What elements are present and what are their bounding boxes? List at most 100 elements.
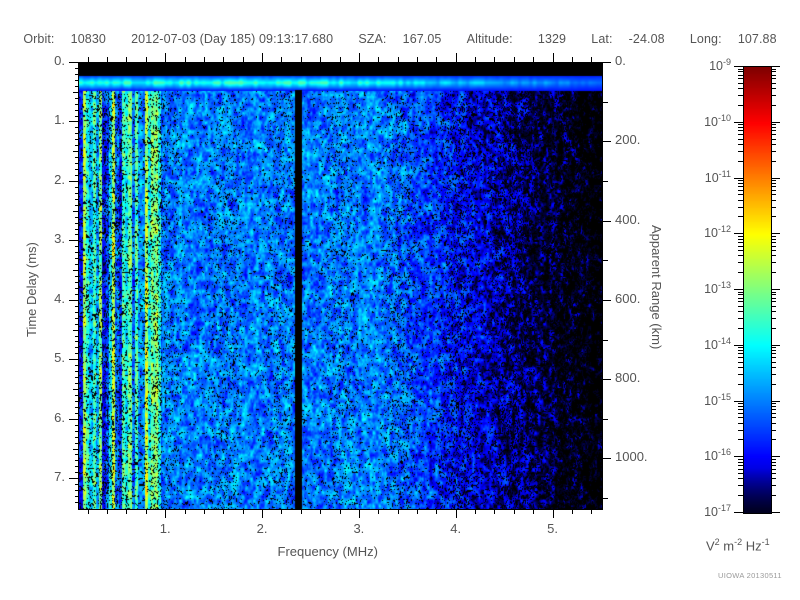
y2-axis-major-tick: [602, 220, 611, 222]
colorbar-major-tick-right: [771, 289, 780, 290]
y2-axis-minor-tick: [602, 418, 608, 420]
colorbar-tick-label: 10-13: [704, 280, 731, 297]
x-axis-tick-label: 2.: [256, 521, 268, 536]
colorbar-major-tick-left: [734, 400, 743, 402]
y2-axis-major-tick: [602, 62, 611, 63]
x-axis-tick-label: 3.: [353, 521, 365, 536]
y-axis-minor-tick-small: [75, 198, 78, 200]
y-axis-tick-label: 5.: [54, 350, 65, 366]
x-axis-top-minor-tick: [281, 57, 283, 62]
y2-axis-minor-tick: [602, 339, 608, 341]
y-axis-minor-tick-small: [75, 496, 78, 498]
x-axis-top-minor-tick: [397, 57, 399, 62]
y-axis-major-tick: [69, 478, 78, 480]
colorbar-minor-tick-left: [738, 373, 743, 375]
colorbar-minor-tick-right: [771, 458, 776, 460]
y-axis-minor-tick-small: [75, 406, 78, 408]
y2-axis-major-tick: [602, 299, 611, 301]
x-axis-minor-tick: [107, 509, 109, 514]
x-axis-top-minor-tick: [203, 57, 205, 62]
y-axis-minor-tick-small: [75, 365, 78, 367]
y-axis-minor-tick: [73, 210, 78, 212]
colorbar-minor-tick-right: [771, 130, 776, 132]
colorbar-minor-tick-left: [738, 138, 743, 140]
colorbar-major-tick-right: [771, 233, 780, 235]
x-axis-tick-label: 4.: [450, 521, 462, 536]
colorbar-minor-tick-left: [738, 180, 743, 182]
y-axis-tick-label: 0.: [54, 53, 65, 68]
colorbar-major-tick-left: [734, 456, 743, 458]
colorbar-minor-tick-left: [738, 150, 743, 152]
colorbar-minor-tick-right: [771, 160, 776, 162]
y-axis-minor-tick-small: [75, 335, 78, 337]
colorbar-minor-tick-right: [771, 104, 776, 106]
x-axis-top-minor-tick: [107, 57, 109, 62]
x-axis-major-tick: [262, 509, 264, 518]
y-axis-minor-tick-small: [75, 383, 78, 385]
sza-label: SZA:: [358, 32, 387, 46]
colorbar-minor-tick-left: [738, 241, 743, 243]
colorbar-major-tick-left: [734, 233, 743, 235]
y-axis-minor-tick-small: [75, 216, 78, 218]
colorbar-minor-tick-right: [771, 318, 776, 320]
x-axis-minor-tick: [494, 509, 496, 514]
y-axis-major-tick: [69, 359, 78, 361]
x-axis-minor-tick: [223, 509, 225, 514]
x-axis-top-minor-tick: [145, 57, 147, 62]
x-axis-top-minor-tick: [300, 57, 302, 62]
y-axis-major-tick: [69, 240, 78, 242]
lat-label: Lat:: [591, 32, 613, 46]
y-axis-minor-tick-small: [75, 97, 78, 99]
x-axis-minor-tick: [571, 509, 573, 514]
colorbar-minor-tick-right: [771, 311, 776, 313]
colorbar-minor-tick-left: [738, 95, 743, 97]
ionogram-plot-area: [78, 62, 603, 510]
colorbar-minor-tick-left: [738, 291, 743, 293]
x-axis-top-major-tick: [165, 53, 167, 62]
y-axis-minor-tick-small: [75, 347, 78, 349]
x-axis-top-minor-tick: [378, 57, 380, 62]
x-axis-top-minor-tick: [320, 57, 322, 62]
observation-datetime: 2012-07-03 (Day 185) 09:13:17.680: [131, 32, 334, 46]
y-axis-minor-tick-small: [75, 484, 78, 486]
colorbar-major-tick-right: [771, 66, 780, 67]
colorbar-minor-tick-right: [771, 409, 776, 411]
colorbar-minor-tick-left: [738, 357, 743, 359]
colorbar-minor-tick-left: [738, 297, 743, 299]
colorbar-minor-tick-right: [771, 473, 776, 475]
colorbar-minor-tick-right: [771, 250, 776, 252]
colorbar-minor-tick-right: [771, 74, 776, 76]
y-axis-major-tick: [69, 418, 78, 420]
y-axis-minor-tick-small: [75, 79, 78, 81]
colorbar-minor-tick-right: [771, 361, 776, 363]
colorbar-minor-tick-right: [771, 350, 776, 352]
colorbar-minor-tick-left: [738, 439, 743, 441]
colorbar-minor-tick-left: [738, 160, 743, 162]
colorbar-minor-tick-left: [738, 199, 743, 201]
colorbar-minor-tick-right: [771, 412, 776, 414]
x-axis-minor-tick: [203, 509, 205, 514]
colorbar-minor-tick-left: [738, 485, 743, 487]
y-axis-minor-tick-small: [75, 252, 78, 254]
colorbar-tick-label: 10-11: [704, 168, 731, 185]
colorbar-minor-tick-right: [771, 478, 776, 480]
colorbar-minor-tick-right: [771, 422, 776, 424]
x-axis-minor-tick: [320, 509, 322, 514]
y-axis-minor-tick: [73, 91, 78, 93]
x-axis-minor-tick: [126, 509, 128, 514]
colorbar-minor-tick-left: [738, 250, 743, 252]
x-axis-minor-tick: [87, 509, 89, 514]
y-axis-major-tick: [69, 299, 78, 301]
y2-axis-minor-tick: [602, 498, 608, 500]
x-axis-tick-label: 1.: [159, 521, 171, 536]
y2-axis-tick-label: 0.: [615, 53, 626, 68]
colorbar-minor-tick-right: [771, 327, 776, 329]
x-axis-minor-tick: [416, 509, 418, 514]
colorbar-minor-tick-right: [771, 78, 776, 80]
colorbar-minor-tick-left: [738, 130, 743, 132]
y-axis-minor-tick-small: [75, 293, 78, 295]
y-axis-minor-tick-small: [75, 163, 78, 165]
y-axis-minor-tick-small: [75, 103, 78, 105]
y-axis-minor-tick-small: [75, 371, 78, 373]
colorbar-minor-tick-left: [738, 429, 743, 431]
